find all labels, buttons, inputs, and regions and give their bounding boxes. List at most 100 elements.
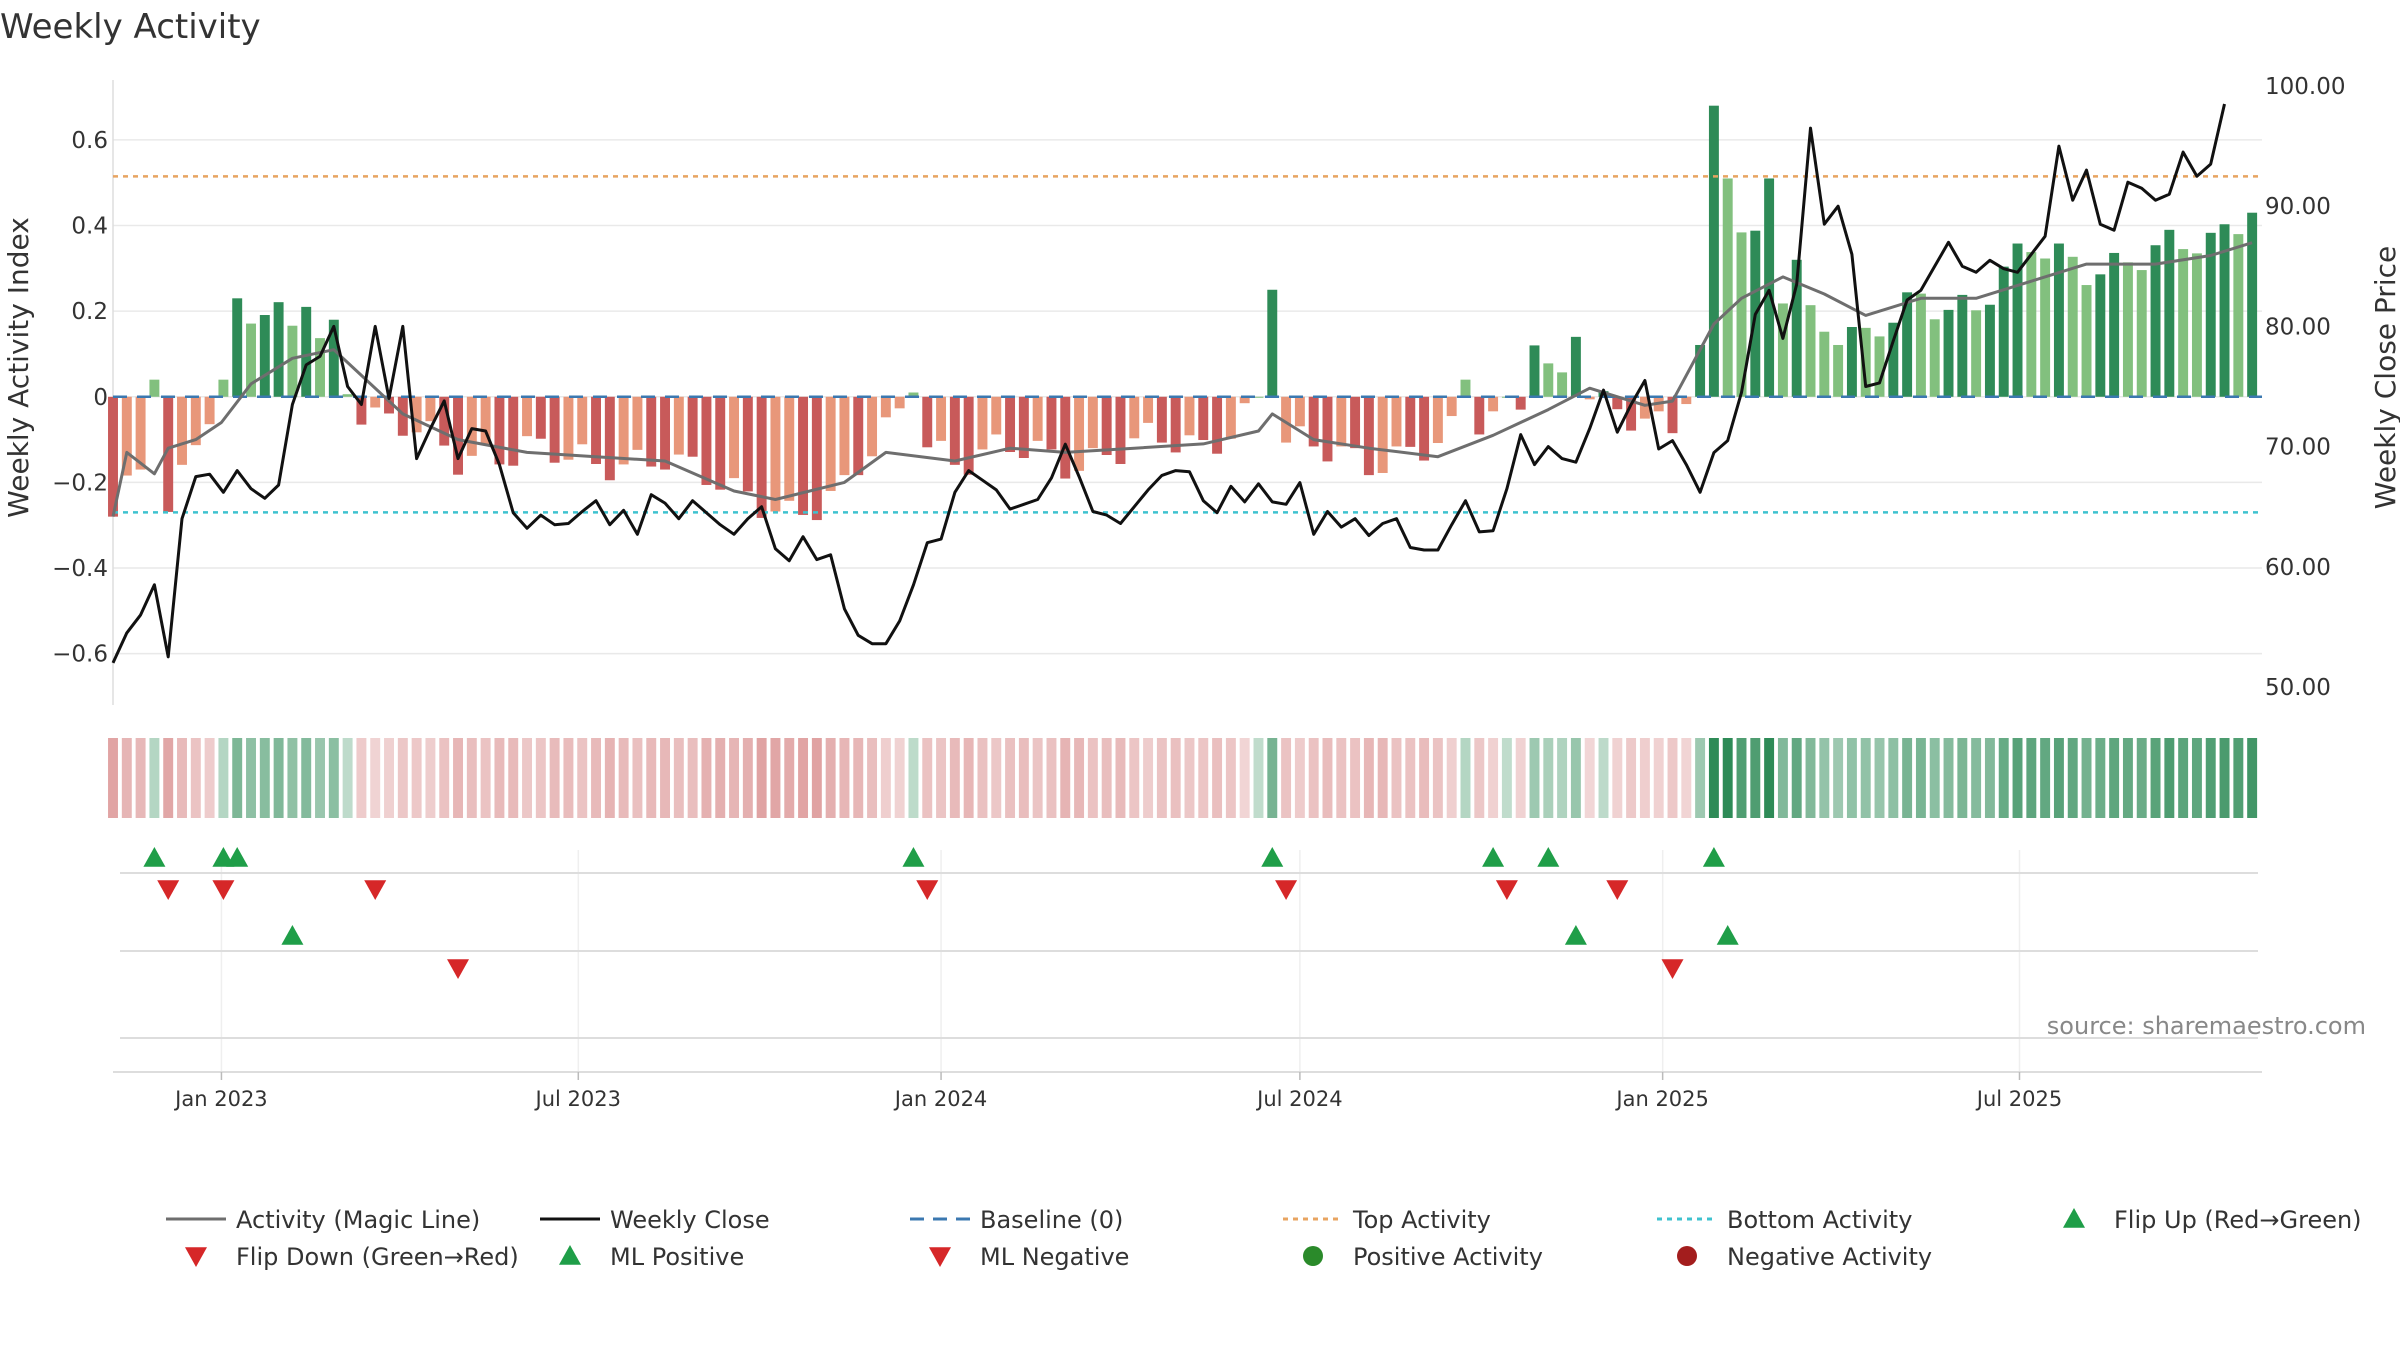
heat-cell: [397, 738, 408, 818]
activity-bar: [756, 396, 767, 518]
legend-item: Positive Activity: [1303, 1243, 1543, 1271]
activity-bar: [108, 396, 118, 517]
heat-cell: [604, 738, 615, 818]
activity-bar: [2067, 256, 2078, 397]
activity-bar: [1612, 396, 1623, 410]
flip-down-marker: [916, 880, 939, 900]
heat-cell: [1708, 738, 1719, 818]
activity-bar: [1143, 396, 1154, 423]
heat-cell: [287, 738, 298, 818]
heat-cell: [1267, 738, 1278, 818]
activity-bar: [342, 394, 353, 397]
heat-cell: [1488, 738, 1499, 818]
legend-item: Weekly Close: [540, 1206, 770, 1234]
heat-cell: [1929, 738, 1940, 818]
heat-cell: [2178, 738, 2189, 818]
heat-cell: [190, 738, 201, 818]
activity-bar: [480, 396, 491, 446]
heat-cell: [784, 738, 795, 818]
activity-bar: [1363, 396, 1374, 476]
heat-cell: [2205, 738, 2216, 818]
heat-cell: [1750, 738, 1761, 818]
activity-bar: [1115, 396, 1126, 464]
heat-cell: [1363, 738, 1374, 818]
heat-cell: [1087, 738, 1098, 818]
activity-bar: [1888, 322, 1899, 397]
x-axis-ticks: Jan 2023 Jul 2023 Jan 2024 Jul 2024 Jan 2025…: [113, 1071, 2262, 1111]
activity-bar: [2191, 253, 2202, 397]
ml-positive-marker: [1564, 925, 1587, 945]
activity-bar: [673, 396, 684, 455]
activity-bar: [549, 396, 560, 463]
y-right-tick-label: 60.00: [2265, 555, 2331, 581]
activity-bar: [1308, 396, 1319, 447]
heat-cell: [2247, 738, 2258, 818]
heat-cell: [2191, 738, 2202, 818]
legend-item: ML Negative: [929, 1243, 1129, 1271]
heat-cell: [1350, 738, 1361, 818]
axes: 0.6 0.4 0.2 0 −0.2 −0.4 −0.6 100.00 90.00 80.00 70…: [2, 74, 2400, 705]
heat-cell: [273, 738, 284, 818]
legend-label: Positive Activity: [1353, 1243, 1543, 1271]
heat-cell: [1971, 738, 1982, 818]
activity-bar: [618, 396, 629, 465]
heat-cell: [839, 738, 850, 818]
heat-cell: [936, 738, 947, 818]
activity-bar: [2233, 234, 2244, 397]
activity-bar: [328, 319, 339, 397]
activity-bar: [867, 396, 878, 457]
legend-label: Flip Up (Red→Green): [2114, 1206, 2362, 1234]
flip-up-marker: [1537, 847, 1560, 867]
activity-bar: [1322, 396, 1333, 462]
heat-cell: [1681, 738, 1692, 818]
activity-bar: [2122, 262, 2133, 397]
activity-bar: [894, 396, 905, 409]
heat-cell: [2026, 738, 2037, 818]
activity-bar: [1833, 344, 1844, 397]
activity-bar: [2205, 232, 2216, 397]
heat-cell: [1432, 738, 1443, 818]
heat-cell: [1833, 738, 1844, 818]
heat-cell: [1888, 738, 1899, 818]
heat-cell: [1764, 738, 1775, 818]
activity-bar: [660, 396, 671, 470]
heat-cell: [2122, 738, 2133, 818]
legend-label: Flip Down (Green→Red): [236, 1243, 519, 1271]
heat-cell: [1074, 738, 1085, 818]
activity-bar: [425, 396, 436, 422]
activity-bar: [1405, 396, 1416, 447]
heat-cell: [1777, 738, 1788, 818]
heat-cell: [963, 738, 974, 818]
heat-cell: [1943, 738, 1954, 818]
heat-cell: [1046, 738, 1057, 818]
activity-bar: [1488, 396, 1499, 412]
ml-positive-marker: [281, 925, 304, 945]
activity-bar: [577, 396, 588, 445]
activity-bar: [1529, 345, 1540, 397]
activity-bar: [1957, 294, 1968, 397]
heat-cell: [1805, 738, 1816, 818]
heat-cell: [1212, 738, 1223, 818]
activity-bar: [1281, 396, 1292, 443]
heat-cell: [177, 738, 187, 818]
weekly-close-line: [111, 103, 2226, 664]
activity-bar: [1018, 396, 1029, 458]
heat-cell: [1294, 738, 1305, 818]
heat-cell: [1874, 738, 1885, 818]
heat-cell: [370, 738, 381, 818]
activity-bar: [991, 396, 1002, 435]
activity-bar: [411, 396, 422, 433]
activity-bar: [1198, 396, 1209, 441]
heat-cell: [1915, 738, 1926, 818]
activity-bar: [2095, 274, 2106, 397]
heat-cell: [1225, 738, 1236, 818]
activity-bar: [1294, 396, 1305, 427]
activity-bar: [1101, 396, 1112, 455]
series-lines: [111, 103, 2262, 664]
activity-bar: [604, 396, 615, 481]
heat-cell: [1557, 738, 1568, 818]
flip-down-marker: [1275, 880, 1298, 900]
heat-cell: [1018, 738, 1029, 818]
activity-bar: [1156, 396, 1167, 443]
